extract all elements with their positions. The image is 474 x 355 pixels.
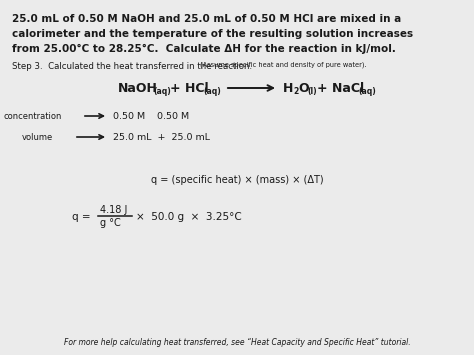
Text: 2: 2 <box>293 87 298 96</box>
Text: (aq): (aq) <box>203 87 221 96</box>
Text: (aq): (aq) <box>358 87 376 96</box>
Text: q =: q = <box>72 212 91 222</box>
Text: O: O <box>298 82 309 95</box>
Text: 0.50 M: 0.50 M <box>157 112 189 121</box>
Text: g °C: g °C <box>100 218 121 228</box>
Text: 25.0 mL of 0.50 M NaOH and 25.0 mL of 0.50 M HCl are mixed in a: 25.0 mL of 0.50 M NaOH and 25.0 mL of 0.… <box>12 14 401 24</box>
Text: volume: volume <box>22 133 53 142</box>
Text: calorimeter and the temperature of the resulting solution increases: calorimeter and the temperature of the r… <box>12 29 413 39</box>
Text: (l): (l) <box>307 87 317 96</box>
Text: + NaCl: + NaCl <box>317 82 364 95</box>
Text: q = (specific heat) × (mass) × (ΔT): q = (specific heat) × (mass) × (ΔT) <box>151 175 323 185</box>
Text: (Assume specific heat and density of pure water).: (Assume specific heat and density of pur… <box>200 62 366 69</box>
Text: from 25.00°C to 28.25°C.  Calculate ΔH for the reaction in kJ/mol.: from 25.00°C to 28.25°C. Calculate ΔH fo… <box>12 44 396 54</box>
Text: 4.18 J: 4.18 J <box>100 205 128 215</box>
Text: (aq): (aq) <box>153 87 171 96</box>
Text: 25.0 mL  +  25.0 mL: 25.0 mL + 25.0 mL <box>113 133 210 142</box>
Text: 0.50 M: 0.50 M <box>113 112 145 121</box>
Text: + HCl: + HCl <box>170 82 209 95</box>
Text: Step 3.  Calculated the heat transferred in the reaction.: Step 3. Calculated the heat transferred … <box>12 62 252 71</box>
Text: ×  50.0 g  ×  3.25°C: × 50.0 g × 3.25°C <box>136 212 242 222</box>
Text: H: H <box>283 82 293 95</box>
Text: For more help calculating heat transferred, see “Heat Capacity and Specific Heat: For more help calculating heat transferr… <box>64 338 410 347</box>
Text: NaOH: NaOH <box>118 82 158 95</box>
Text: concentration: concentration <box>4 112 63 121</box>
